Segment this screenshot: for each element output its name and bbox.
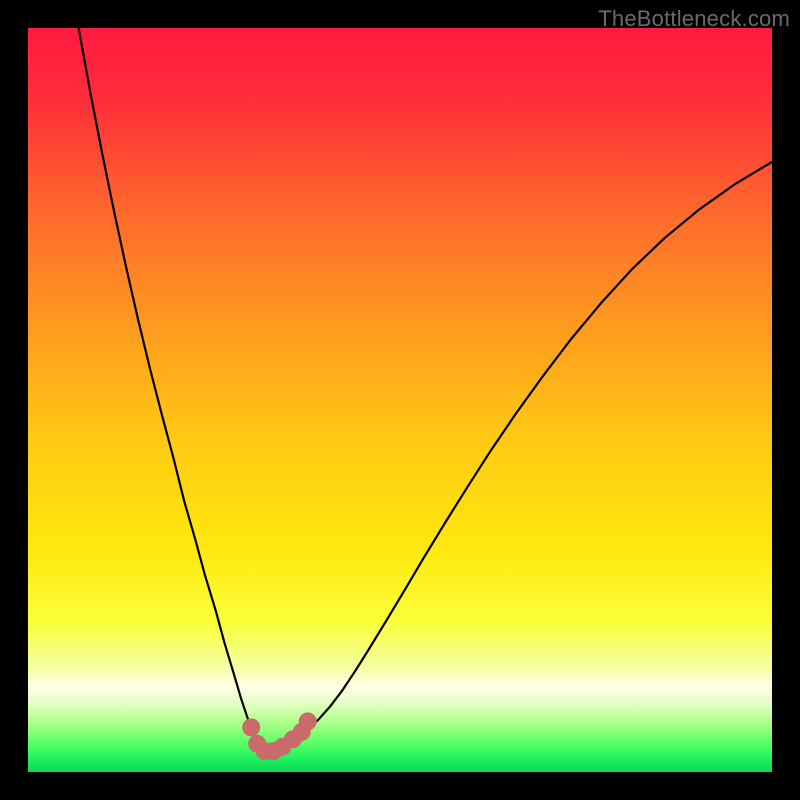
curve-marker	[299, 712, 317, 730]
curve-markers	[28, 28, 772, 772]
curve-marker	[242, 718, 260, 736]
plot-area	[28, 28, 772, 772]
watermark-text: TheBottleneck.com	[598, 6, 790, 32]
